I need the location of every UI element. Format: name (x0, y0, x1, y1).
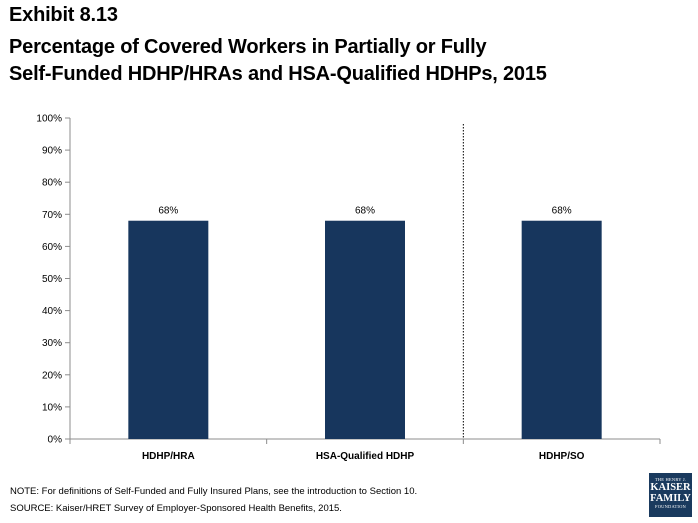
bar (128, 220, 209, 439)
chart-title-line-2: Self-Funded HDHP/HRAs and HSA-Qualified … (9, 63, 547, 85)
y-tick-label: 70% (42, 210, 62, 221)
chart-title: Percentage of Covered Workers in Partial… (9, 34, 689, 88)
y-tick-label: 80% (42, 178, 62, 189)
y-tick-label: 90% (42, 146, 62, 157)
logo-line-3: FAMILY (650, 493, 691, 504)
y-tick-label: 0% (48, 435, 63, 446)
chart-title-line-1: Percentage of Covered Workers in Partial… (9, 36, 487, 58)
y-tick-label: 100% (36, 114, 62, 125)
bar (325, 220, 405, 439)
category-label: HSA-Qualified HDHP (316, 451, 415, 462)
footnote-source: SOURCE: Kaiser/HRET Survey of Employer-S… (10, 503, 342, 514)
data-label: 68% (552, 206, 572, 217)
y-tick-label: 30% (42, 338, 62, 349)
logo-line-2: KAISER (650, 482, 691, 493)
y-tick-label: 40% (42, 306, 62, 317)
y-tick-label: 10% (42, 402, 62, 413)
exhibit-number: Exhibit 8.13 (9, 4, 118, 26)
kff-logo: THE HENRY J. KAISER FAMILY FOUNDATION (649, 473, 692, 517)
logo-line-1: THE HENRY J. (654, 477, 687, 482)
bar (521, 220, 602, 439)
category-label: HDHP/HRA (142, 451, 195, 462)
category-label: HDHP/SO (539, 451, 585, 462)
data-label: 68% (355, 206, 375, 217)
y-tick-label: 60% (42, 242, 62, 253)
y-tick-label: 20% (42, 370, 62, 381)
data-label: 68% (158, 206, 178, 217)
y-tick-label: 50% (42, 274, 62, 285)
logo-line-4: FOUNDATION (655, 504, 686, 509)
footnote-note: NOTE: For definitions of Self-Funded and… (10, 486, 418, 497)
